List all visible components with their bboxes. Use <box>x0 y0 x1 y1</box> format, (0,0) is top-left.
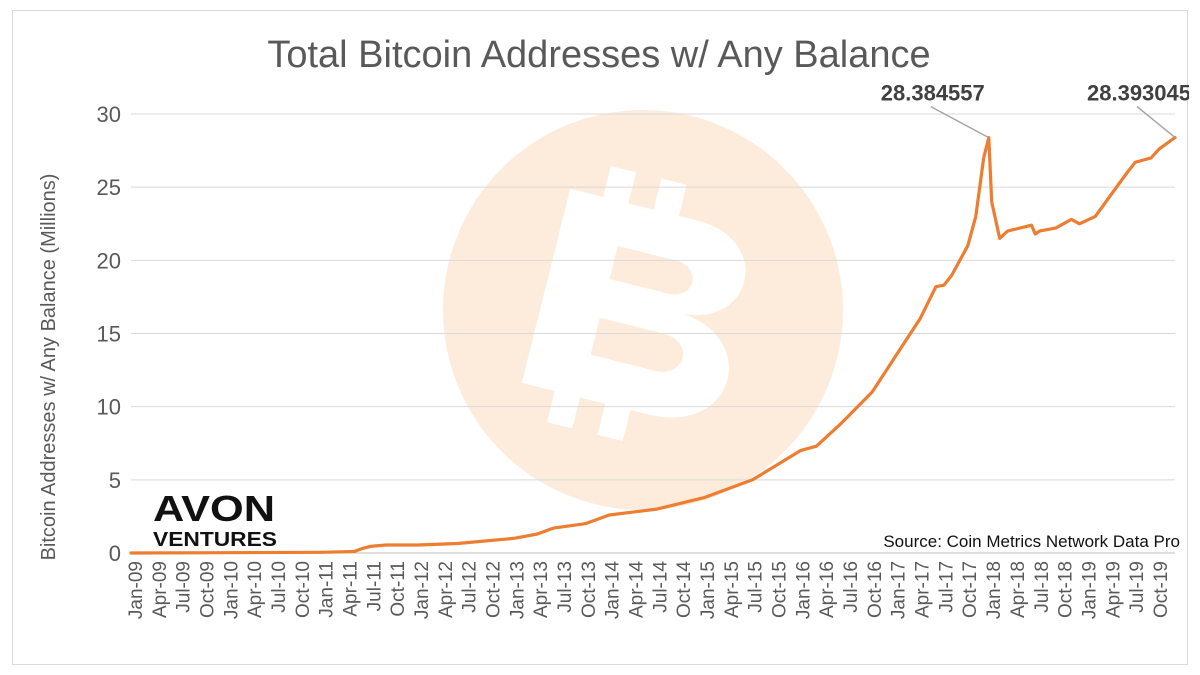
annotation-label: 28.384557 <box>881 81 985 106</box>
x-tick-label: Apr-14 <box>627 561 648 618</box>
y-tick-label: 30 <box>97 102 121 127</box>
x-tick-label: Jan-16 <box>793 561 814 619</box>
x-tick-label: Apr-13 <box>531 561 552 618</box>
x-tick-label: Oct-10 <box>293 561 314 618</box>
y-axis-label: Bitcoin Addresses w/ Any Balance (Millio… <box>38 174 60 561</box>
x-tick-label: Jul-10 <box>269 561 290 613</box>
annotation-label: 28.393045 <box>1087 81 1189 106</box>
x-tick-label: Jan-12 <box>412 561 433 619</box>
x-tick-label: Apr-15 <box>722 561 743 618</box>
x-tick-label: Apr-09 <box>150 561 171 618</box>
y-tick-labels: 0 5 10 15 20 25 30 <box>97 102 121 566</box>
x-tick-label: Jan-14 <box>603 561 624 620</box>
x-tick-label: Jul-15 <box>746 561 767 613</box>
x-tick-label: Jan-18 <box>984 561 1005 619</box>
x-tick-label: Oct-17 <box>960 561 981 618</box>
y-tick-label: 15 <box>97 322 121 347</box>
x-tick-label: Oct-16 <box>865 561 886 618</box>
y-tick-label: 25 <box>97 175 121 200</box>
x-tick-label: Jul-19 <box>1127 561 1148 613</box>
x-tick-label: Jul-13 <box>555 561 576 613</box>
x-tick-label: Oct-12 <box>484 561 505 618</box>
x-tick-label: Jul-14 <box>650 561 671 613</box>
chart-frame: Total Bitcoin Addresses w/ Any Balance B… <box>12 10 1189 665</box>
x-tick-label: Jul-11 <box>364 561 385 611</box>
x-tick-label: Apr-12 <box>436 561 457 618</box>
logo-line1: AVON <box>153 488 275 529</box>
y-tick-label: 20 <box>97 248 121 273</box>
series-group <box>129 135 1177 555</box>
source-note: Source: Coin Metrics Network Data Pro <box>883 532 1180 551</box>
line-chart: Total Bitcoin Addresses w/ Any Balance B… <box>38 34 1189 620</box>
avon-ventures-logo: AVON VENTURES <box>153 488 277 551</box>
x-tick-label: Oct-14 <box>674 561 695 618</box>
x-tick-label: Jul-17 <box>936 561 957 613</box>
logo-line2: VENTURES <box>153 529 277 551</box>
y-tick-label: 5 <box>109 468 121 493</box>
annotations: 28.384557 28.393045 <box>881 81 1189 139</box>
x-tick-labels: Jan-09 Apr-09 Jul-09 Oct-09 Jan-10 Apr-10 Jul-… <box>126 561 1172 620</box>
x-tick-label: Apr-17 <box>913 561 934 618</box>
annotation-leader-line <box>930 105 990 139</box>
x-tick-label: Apr-11 <box>341 561 362 617</box>
x-tick-label: Jan-13 <box>507 561 528 619</box>
series-line-0 <box>129 135 1177 555</box>
bitcoin-logo-icon <box>443 110 843 510</box>
y-tick-label: 0 <box>109 541 121 566</box>
x-tick-label: Jan-11 <box>317 561 338 618</box>
chart-title: Total Bitcoin Addresses w/ Any Balance <box>267 34 930 76</box>
x-tick-label: Jan-09 <box>126 561 147 619</box>
x-tick-label: Jul-18 <box>1032 561 1053 613</box>
x-tick-label: Jan-15 <box>698 561 719 619</box>
x-tick-label: Oct-18 <box>1056 561 1077 618</box>
x-tick-label: Jan-19 <box>1079 561 1100 619</box>
x-tick-label: Oct-13 <box>579 561 600 618</box>
x-tick-label: Jul-16 <box>841 561 862 613</box>
x-tick-label: Jul-09 <box>174 561 195 613</box>
x-tick-label: Apr-16 <box>817 561 838 618</box>
x-tick-label: Oct-09 <box>198 561 219 618</box>
x-tick-label: Jul-12 <box>460 561 481 613</box>
x-tick-label: Jan-10 <box>221 561 242 619</box>
x-tick-label: Apr-19 <box>1103 561 1124 618</box>
x-tick-label: Oct-15 <box>770 561 791 618</box>
annotation-leader-line <box>1136 105 1176 139</box>
x-tick-label: Apr-10 <box>245 561 266 618</box>
y-tick-label: 10 <box>97 395 121 420</box>
x-tick-label: Jan-17 <box>889 561 910 619</box>
x-tick-label: Oct-11 <box>388 561 409 617</box>
x-tick-label: Oct-19 <box>1151 561 1172 618</box>
x-tick-label: Apr-18 <box>1008 561 1029 618</box>
